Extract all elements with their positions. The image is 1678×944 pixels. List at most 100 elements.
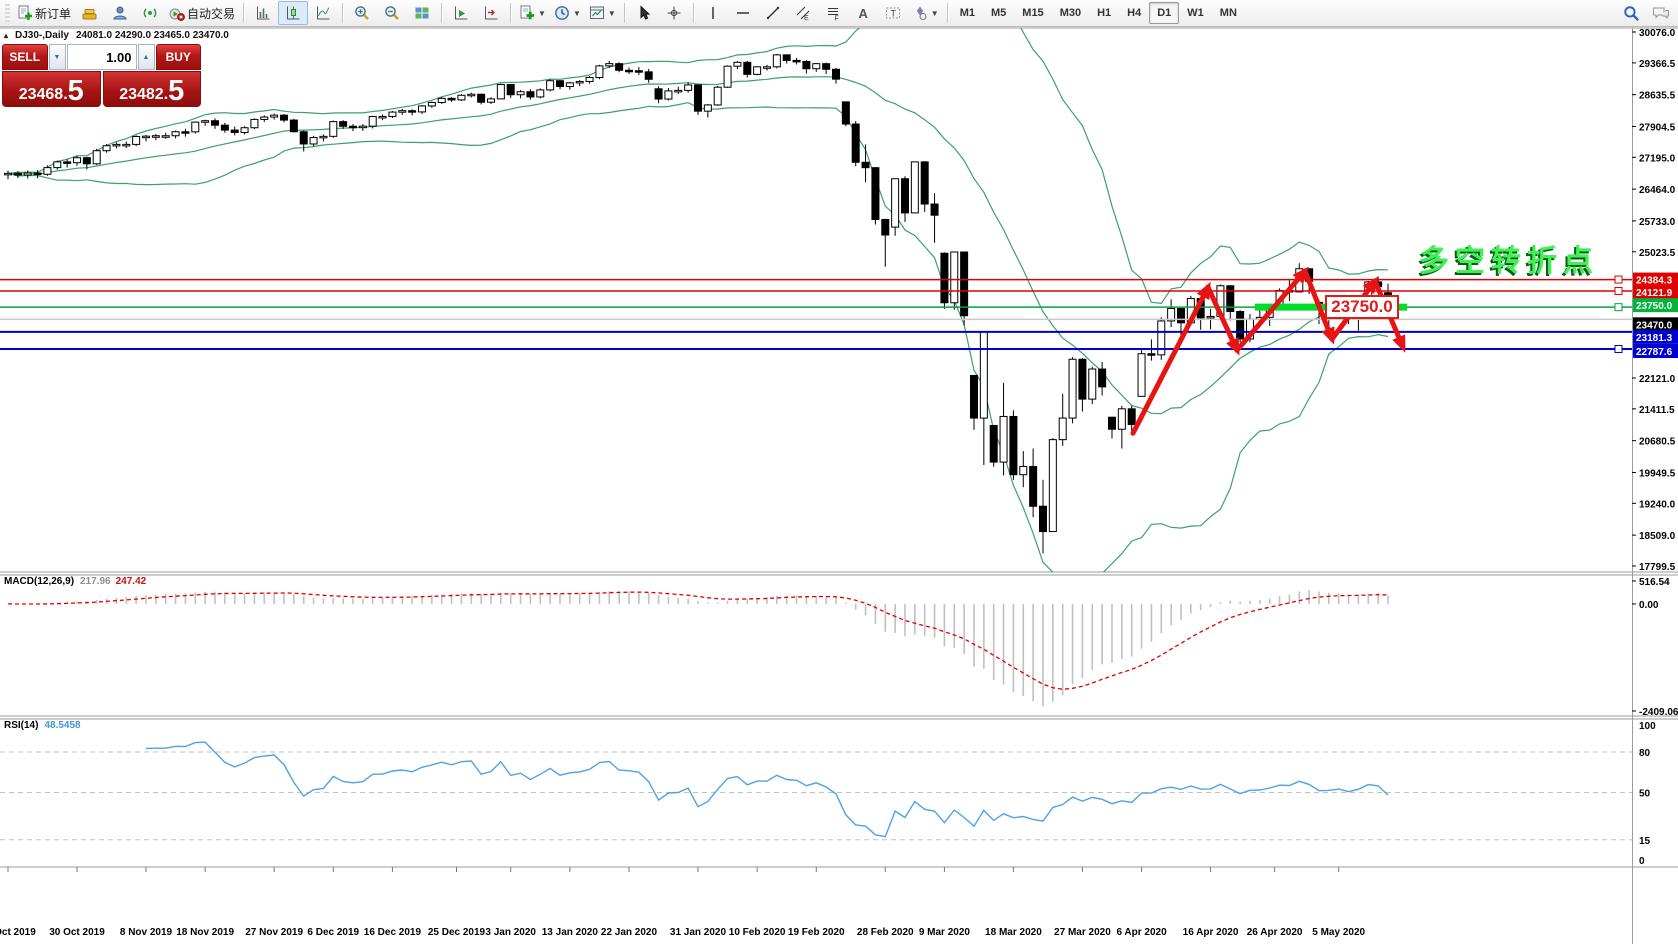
- svg-text:T: T: [890, 9, 896, 19]
- price-line-label: 24121.9: [1636, 288, 1673, 299]
- line-handle[interactable]: [1614, 286, 1623, 295]
- toolbar-button-periods[interactable]: ▼: [550, 1, 585, 25]
- line-handle[interactable]: [1614, 345, 1623, 354]
- candle-body: [299, 131, 308, 145]
- trend-arrow[interactable]: [1234, 266, 1309, 353]
- candle-body: [151, 135, 160, 138]
- toolbar-button-templates[interactable]: ▼: [585, 1, 620, 25]
- buy-price[interactable]: 23482. 5: [102, 71, 201, 107]
- chevron-down-icon: ▼: [930, 8, 939, 18]
- candle-body: [516, 91, 525, 96]
- toolbar-button-tile-windows[interactable]: [407, 1, 437, 25]
- price-tick-label: 20680.5: [1639, 437, 1676, 448]
- timeframe-button-m1[interactable]: M1: [959, 7, 975, 19]
- toolbar-button-trendline[interactable]: [758, 1, 788, 25]
- timeframe-button-h4[interactable]: H4: [1127, 7, 1142, 19]
- toolbar-button-indicators[interactable]: ▼: [515, 1, 550, 25]
- toolbar-button-zoom-in[interactable]: [347, 1, 377, 25]
- line-handle[interactable]: [1614, 275, 1623, 284]
- lot-decrease-button[interactable]: ▼: [48, 44, 66, 70]
- toolbar-button-bar-chart[interactable]: [248, 1, 278, 25]
- candle-body: [270, 114, 279, 118]
- toolbar-button-text-a[interactable]: A: [848, 1, 878, 25]
- toolbar-button-gold[interactable]: [75, 1, 105, 25]
- candle-body: [132, 135, 141, 145]
- toolbar-button-hline[interactable]: [728, 1, 758, 25]
- candle-body: [1058, 417, 1067, 441]
- timeframe-button-d1[interactable]: D1: [1149, 2, 1180, 24]
- sell-price-int: 23468: [18, 86, 64, 103]
- toolbar-button-auto-scroll[interactable]: [446, 1, 476, 25]
- candle-body: [772, 54, 781, 68]
- timeframe-button-h1[interactable]: H1: [1097, 7, 1112, 19]
- timeframe-button-m15[interactable]: M15: [1022, 7, 1044, 19]
- timeframe-button-mn[interactable]: MN: [1219, 7, 1237, 19]
- turning-point-annotation[interactable]: 多空转折点: [1419, 245, 1599, 278]
- date-label: 18 Nov 2019: [176, 927, 234, 938]
- candle-body: [900, 178, 909, 214]
- toolbar-button-cursor[interactable]: [629, 1, 659, 25]
- candle-body: [713, 86, 722, 106]
- line-handle[interactable]: [1614, 303, 1623, 312]
- candle-body: [477, 93, 486, 103]
- toolbar-button-new-order[interactable]: 新订单: [13, 1, 75, 25]
- buy-button[interactable]: BUY: [155, 44, 201, 70]
- toolbar-button-search[interactable]: [1616, 1, 1646, 25]
- trend-arrow[interactable]: [1130, 281, 1211, 436]
- toolbar-button-text-label[interactable]: T: [878, 1, 908, 25]
- candle-body: [230, 129, 239, 133]
- timeframe-button-w1[interactable]: W1: [1187, 7, 1204, 19]
- toolbar-button-chat[interactable]: [1646, 1, 1676, 25]
- toolbar-button-community[interactable]: [105, 1, 135, 25]
- lot-size-input[interactable]: [66, 44, 137, 70]
- candle-body: [1147, 353, 1156, 356]
- trend-arrow[interactable]: [1205, 284, 1240, 356]
- toolbar-button-candlestick[interactable]: [278, 1, 309, 25]
- price-tick-label: 27195.0: [1639, 153, 1676, 164]
- price-line-label: 23181.3: [1636, 333, 1673, 344]
- toolbar-separator: [510, 3, 512, 23]
- candle-body: [4, 172, 12, 176]
- rsi-indicator-label: RSI(14) 48.5458: [4, 720, 81, 731]
- candle-body: [831, 68, 840, 80]
- toolbar-button-crosshair[interactable]: [659, 1, 689, 25]
- candle-body: [693, 84, 702, 112]
- toolbar-button-auto-trading[interactable]: 自动交易: [165, 1, 239, 25]
- candle-body: [408, 110, 417, 113]
- chart-area: 24384.3 24121.9 23750.0 23470.0 23181.3 22787…: [0, 27, 1678, 944]
- toolbar-button-channel[interactable]: E: [788, 1, 818, 25]
- candle-body: [201, 120, 210, 123]
- candle-body: [1226, 285, 1235, 313]
- date-label: 27 Mar 2020: [1054, 927, 1111, 938]
- timeframe-button-m30[interactable]: M30: [1059, 7, 1082, 19]
- date-label: 13 Jan 2020: [542, 927, 599, 938]
- candle-body: [1117, 408, 1126, 430]
- candle-body: [141, 135, 150, 139]
- toolbar-button-fibonacci[interactable]: F: [818, 1, 848, 25]
- sell-price[interactable]: 23468. 5: [2, 71, 101, 107]
- candle-body: [1019, 465, 1028, 476]
- toolbar-button-vline[interactable]: [698, 1, 728, 25]
- candle-body: [437, 97, 446, 104]
- buy-price-int: 23482: [119, 86, 164, 103]
- toolbar-button-signal[interactable]: [135, 1, 165, 25]
- collapse-panel-icon[interactable]: ▴: [4, 31, 9, 40]
- toolbar-button-chart-shift[interactable]: [476, 1, 506, 25]
- cursor-icon: [636, 5, 652, 21]
- crosshair-icon: [666, 5, 682, 21]
- price-tick-label: 26464.0: [1639, 185, 1676, 196]
- toolbar-button-shapes[interactable]: ▼: [908, 1, 943, 25]
- candle-body: [72, 157, 81, 164]
- toolbar-button-zoom-out[interactable]: [377, 1, 407, 25]
- toolbar-button-line-chart[interactable]: [308, 1, 338, 25]
- candle-body: [368, 116, 377, 127]
- candle-body: [802, 60, 811, 70]
- lot-increase-button[interactable]: ▲: [137, 44, 155, 70]
- trend-arrow[interactable]: [1302, 268, 1335, 345]
- timeframe-button-m5[interactable]: M5: [991, 7, 1007, 19]
- price-line-label: 23470.0: [1636, 320, 1673, 331]
- price-callout[interactable]: 23750.0: [1325, 295, 1399, 319]
- sell-button[interactable]: SELL: [2, 44, 48, 70]
- candle-body: [1167, 308, 1176, 322]
- svg-text:E: E: [804, 15, 809, 21]
